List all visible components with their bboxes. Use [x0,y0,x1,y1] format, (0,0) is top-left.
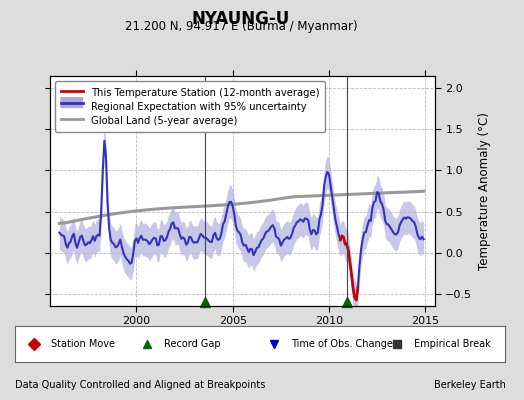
Y-axis label: Temperature Anomaly (°C): Temperature Anomaly (°C) [478,112,491,270]
Text: Record Gap: Record Gap [164,339,221,349]
Text: NYAUNG-U: NYAUNG-U [192,10,290,28]
Text: Berkeley Earth: Berkeley Earth [434,380,506,390]
Text: Time of Obs. Change: Time of Obs. Change [291,339,394,349]
Text: Data Quality Controlled and Aligned at Breakpoints: Data Quality Controlled and Aligned at B… [15,380,265,390]
Legend: This Temperature Station (12-month average), Regional Expectation with 95% uncer: This Temperature Station (12-month avera… [55,81,325,132]
Text: 21.200 N, 94.917 E (Burma / Myanmar): 21.200 N, 94.917 E (Burma / Myanmar) [125,20,357,33]
Text: Empirical Break: Empirical Break [414,339,490,349]
Text: Station Move: Station Move [51,339,115,349]
